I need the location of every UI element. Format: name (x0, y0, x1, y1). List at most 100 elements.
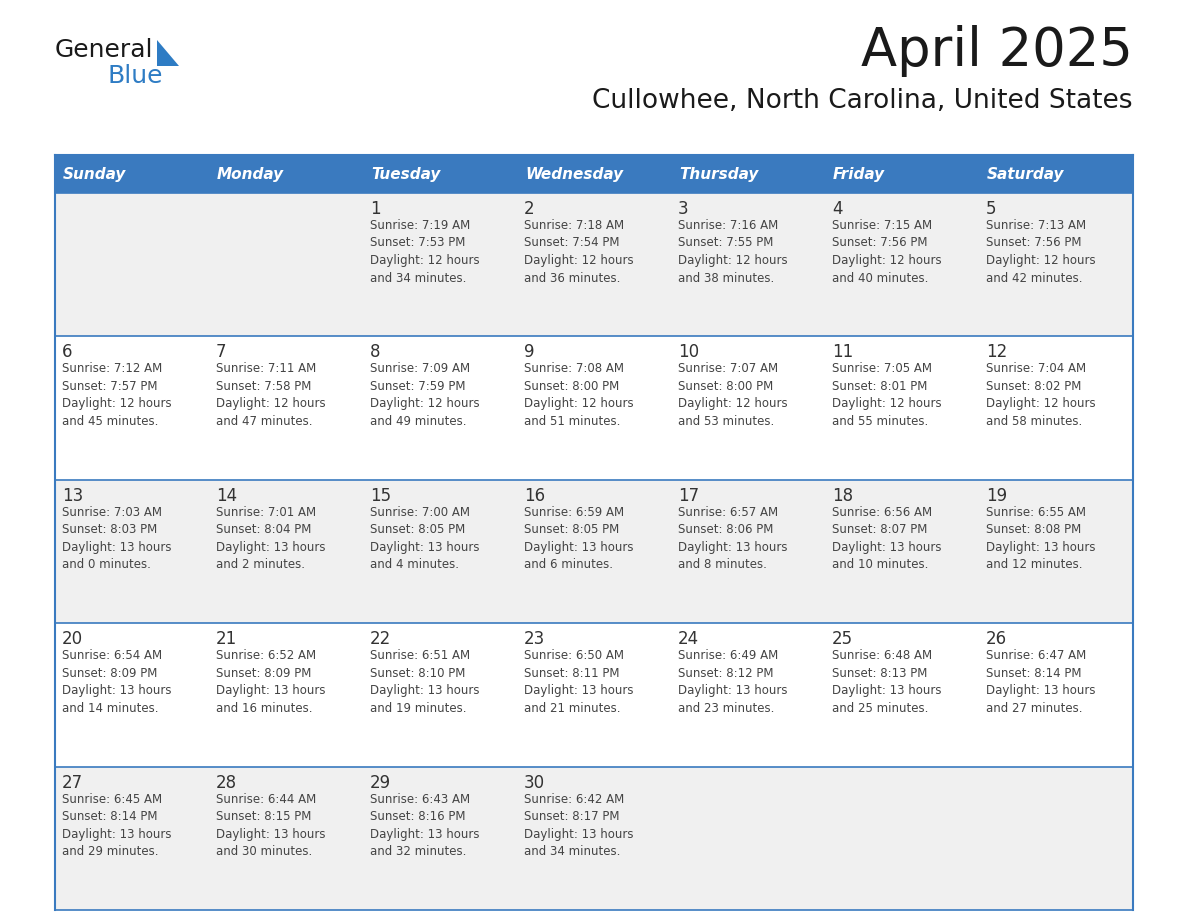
Bar (824, 155, 979, 193)
Bar (364, 336, 517, 480)
Bar (364, 623, 517, 767)
Bar (55, 155, 209, 193)
Text: Sunrise: 6:54 AM
Sunset: 8:09 PM
Daylight: 13 hours
and 14 minutes.: Sunrise: 6:54 AM Sunset: 8:09 PM Dayligh… (62, 649, 171, 715)
Text: Sunrise: 7:05 AM
Sunset: 8:01 PM
Daylight: 12 hours
and 55 minutes.: Sunrise: 7:05 AM Sunset: 8:01 PM Dayligh… (832, 363, 942, 428)
Text: Sunrise: 6:55 AM
Sunset: 8:08 PM
Daylight: 13 hours
and 12 minutes.: Sunrise: 6:55 AM Sunset: 8:08 PM Dayligh… (986, 506, 1095, 571)
Text: 26: 26 (986, 630, 1007, 648)
Text: 9: 9 (524, 343, 535, 362)
Text: 10: 10 (678, 343, 699, 362)
Bar (209, 336, 364, 480)
Bar (55, 480, 209, 623)
Text: Sunrise: 7:08 AM
Sunset: 8:00 PM
Daylight: 12 hours
and 51 minutes.: Sunrise: 7:08 AM Sunset: 8:00 PM Dayligh… (524, 363, 633, 428)
Text: 20: 20 (62, 630, 83, 648)
Text: 22: 22 (369, 630, 391, 648)
Text: 29: 29 (369, 774, 391, 791)
Text: Sunrise: 6:56 AM
Sunset: 8:07 PM
Daylight: 13 hours
and 10 minutes.: Sunrise: 6:56 AM Sunset: 8:07 PM Dayligh… (832, 506, 942, 571)
Text: Sunrise: 7:18 AM
Sunset: 7:54 PM
Daylight: 12 hours
and 36 minutes.: Sunrise: 7:18 AM Sunset: 7:54 PM Dayligh… (524, 219, 633, 285)
Bar (671, 336, 824, 480)
Bar (517, 336, 671, 480)
Text: 15: 15 (369, 487, 391, 505)
Bar (824, 336, 979, 480)
Text: 27: 27 (62, 774, 83, 791)
Text: 14: 14 (216, 487, 238, 505)
Text: Sunrise: 7:16 AM
Sunset: 7:55 PM
Daylight: 12 hours
and 38 minutes.: Sunrise: 7:16 AM Sunset: 7:55 PM Dayligh… (678, 219, 788, 285)
Text: 17: 17 (678, 487, 699, 505)
Text: 16: 16 (524, 487, 545, 505)
Text: Cullowhee, North Carolina, United States: Cullowhee, North Carolina, United States (593, 88, 1133, 114)
Bar (209, 767, 364, 910)
Bar (979, 623, 1133, 767)
Text: Sunrise: 7:07 AM
Sunset: 8:00 PM
Daylight: 12 hours
and 53 minutes.: Sunrise: 7:07 AM Sunset: 8:00 PM Dayligh… (678, 363, 788, 428)
Bar (671, 767, 824, 910)
Bar (209, 623, 364, 767)
Bar (517, 193, 671, 336)
Bar (517, 623, 671, 767)
Text: Sunrise: 7:13 AM
Sunset: 7:56 PM
Daylight: 12 hours
and 42 minutes.: Sunrise: 7:13 AM Sunset: 7:56 PM Dayligh… (986, 219, 1095, 285)
Text: Saturday: Saturday (987, 166, 1064, 182)
Bar (55, 623, 209, 767)
Bar (979, 336, 1133, 480)
Text: 13: 13 (62, 487, 83, 505)
Text: Blue: Blue (107, 64, 163, 88)
Bar (55, 767, 209, 910)
Text: 4: 4 (832, 200, 842, 218)
Text: Sunrise: 6:42 AM
Sunset: 8:17 PM
Daylight: 13 hours
and 34 minutes.: Sunrise: 6:42 AM Sunset: 8:17 PM Dayligh… (524, 792, 633, 858)
Text: Sunrise: 7:01 AM
Sunset: 8:04 PM
Daylight: 13 hours
and 2 minutes.: Sunrise: 7:01 AM Sunset: 8:04 PM Dayligh… (216, 506, 326, 571)
Text: 3: 3 (678, 200, 689, 218)
Bar (517, 155, 671, 193)
Bar (209, 155, 364, 193)
Bar (671, 155, 824, 193)
Bar (364, 767, 517, 910)
Text: 11: 11 (832, 343, 853, 362)
Bar (364, 193, 517, 336)
Text: Sunrise: 6:50 AM
Sunset: 8:11 PM
Daylight: 13 hours
and 21 minutes.: Sunrise: 6:50 AM Sunset: 8:11 PM Dayligh… (524, 649, 633, 715)
Text: 2: 2 (524, 200, 535, 218)
Bar (979, 480, 1133, 623)
Text: Sunrise: 6:44 AM
Sunset: 8:15 PM
Daylight: 13 hours
and 30 minutes.: Sunrise: 6:44 AM Sunset: 8:15 PM Dayligh… (216, 792, 326, 858)
Text: Thursday: Thursday (680, 166, 758, 182)
Bar (824, 480, 979, 623)
Text: 12: 12 (986, 343, 1007, 362)
Text: Sunrise: 6:48 AM
Sunset: 8:13 PM
Daylight: 13 hours
and 25 minutes.: Sunrise: 6:48 AM Sunset: 8:13 PM Dayligh… (832, 649, 942, 715)
Text: Friday: Friday (833, 166, 885, 182)
Text: Sunrise: 6:59 AM
Sunset: 8:05 PM
Daylight: 13 hours
and 6 minutes.: Sunrise: 6:59 AM Sunset: 8:05 PM Dayligh… (524, 506, 633, 571)
Bar (824, 767, 979, 910)
Text: Sunrise: 7:11 AM
Sunset: 7:58 PM
Daylight: 12 hours
and 47 minutes.: Sunrise: 7:11 AM Sunset: 7:58 PM Dayligh… (216, 363, 326, 428)
Text: 5: 5 (986, 200, 997, 218)
Text: Sunrise: 7:19 AM
Sunset: 7:53 PM
Daylight: 12 hours
and 34 minutes.: Sunrise: 7:19 AM Sunset: 7:53 PM Dayligh… (369, 219, 480, 285)
Text: Sunrise: 7:09 AM
Sunset: 7:59 PM
Daylight: 12 hours
and 49 minutes.: Sunrise: 7:09 AM Sunset: 7:59 PM Dayligh… (369, 363, 480, 428)
Text: Sunrise: 6:47 AM
Sunset: 8:14 PM
Daylight: 13 hours
and 27 minutes.: Sunrise: 6:47 AM Sunset: 8:14 PM Dayligh… (986, 649, 1095, 715)
Text: 7: 7 (216, 343, 227, 362)
Text: Sunrise: 7:00 AM
Sunset: 8:05 PM
Daylight: 13 hours
and 4 minutes.: Sunrise: 7:00 AM Sunset: 8:05 PM Dayligh… (369, 506, 480, 571)
Bar (671, 193, 824, 336)
Text: General: General (55, 38, 153, 62)
Text: 30: 30 (524, 774, 545, 791)
Text: Sunday: Sunday (63, 166, 126, 182)
Text: 6: 6 (62, 343, 72, 362)
Text: 23: 23 (524, 630, 545, 648)
Bar (671, 623, 824, 767)
Text: Sunrise: 6:45 AM
Sunset: 8:14 PM
Daylight: 13 hours
and 29 minutes.: Sunrise: 6:45 AM Sunset: 8:14 PM Dayligh… (62, 792, 171, 858)
Bar (364, 155, 517, 193)
Text: Sunrise: 7:04 AM
Sunset: 8:02 PM
Daylight: 12 hours
and 58 minutes.: Sunrise: 7:04 AM Sunset: 8:02 PM Dayligh… (986, 363, 1095, 428)
Text: 18: 18 (832, 487, 853, 505)
Text: Sunrise: 7:15 AM
Sunset: 7:56 PM
Daylight: 12 hours
and 40 minutes.: Sunrise: 7:15 AM Sunset: 7:56 PM Dayligh… (832, 219, 942, 285)
Bar (824, 193, 979, 336)
Bar (979, 155, 1133, 193)
Bar (364, 480, 517, 623)
Bar (517, 767, 671, 910)
Text: Wednesday: Wednesday (525, 166, 624, 182)
Text: Sunrise: 6:51 AM
Sunset: 8:10 PM
Daylight: 13 hours
and 19 minutes.: Sunrise: 6:51 AM Sunset: 8:10 PM Dayligh… (369, 649, 480, 715)
Text: Sunrise: 6:57 AM
Sunset: 8:06 PM
Daylight: 13 hours
and 8 minutes.: Sunrise: 6:57 AM Sunset: 8:06 PM Dayligh… (678, 506, 788, 571)
Text: Monday: Monday (217, 166, 284, 182)
Bar (671, 480, 824, 623)
Bar (209, 480, 364, 623)
Text: 19: 19 (986, 487, 1007, 505)
Text: Sunrise: 6:43 AM
Sunset: 8:16 PM
Daylight: 13 hours
and 32 minutes.: Sunrise: 6:43 AM Sunset: 8:16 PM Dayligh… (369, 792, 480, 858)
Text: 25: 25 (832, 630, 853, 648)
Text: 21: 21 (216, 630, 238, 648)
Text: Sunrise: 6:49 AM
Sunset: 8:12 PM
Daylight: 13 hours
and 23 minutes.: Sunrise: 6:49 AM Sunset: 8:12 PM Dayligh… (678, 649, 788, 715)
Text: 24: 24 (678, 630, 699, 648)
Text: Tuesday: Tuesday (371, 166, 441, 182)
Text: 1: 1 (369, 200, 380, 218)
